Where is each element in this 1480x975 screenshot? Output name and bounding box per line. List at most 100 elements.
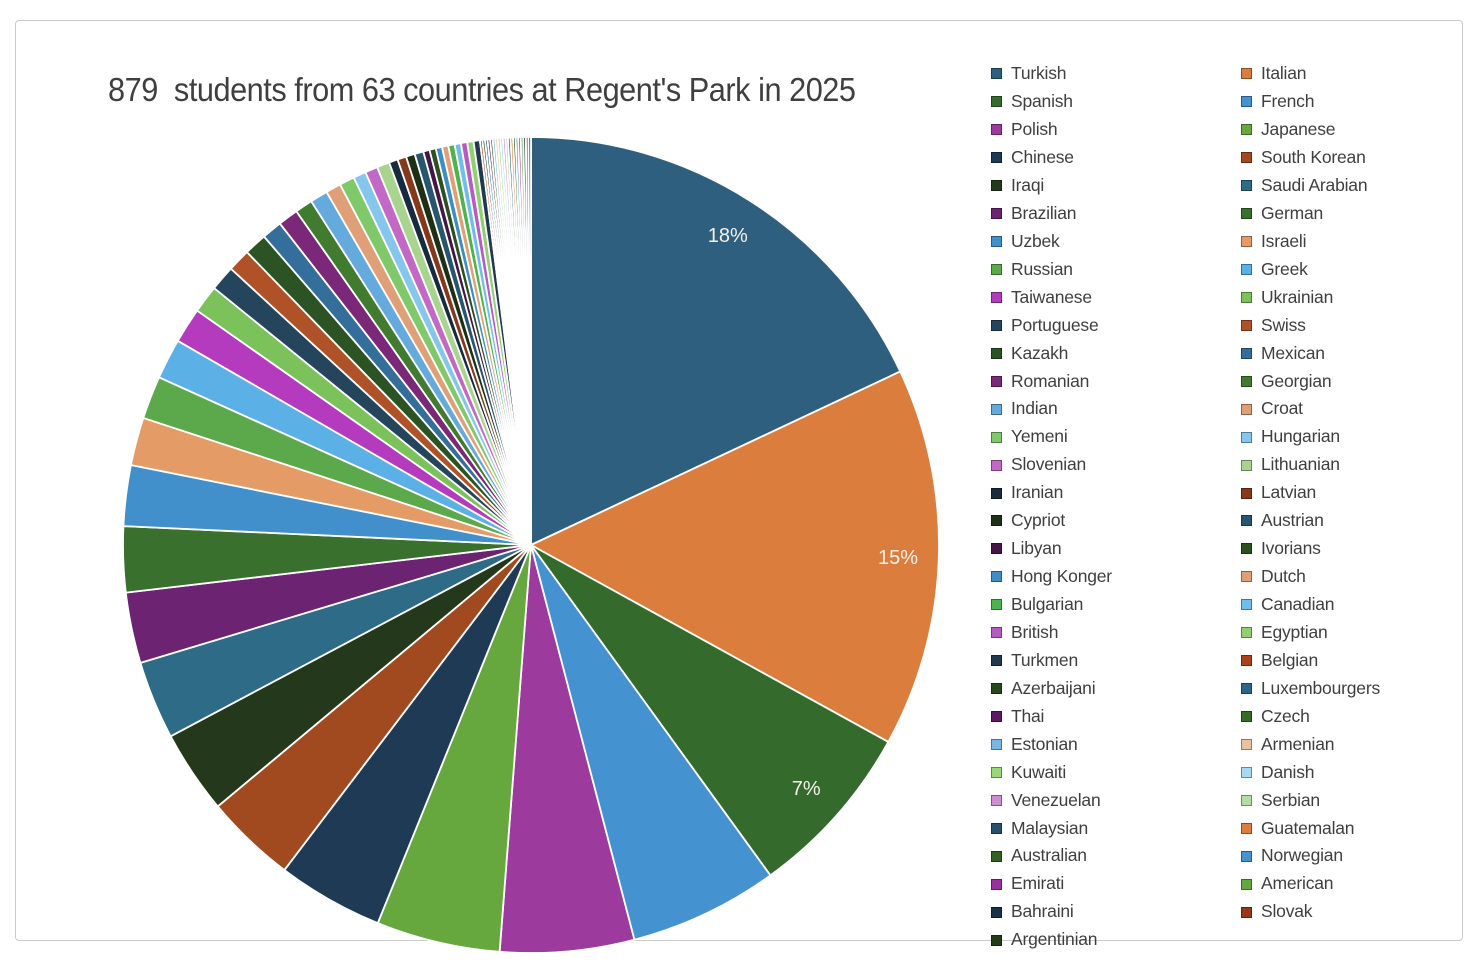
pie-slice xyxy=(530,370,940,743)
legend-swatch xyxy=(1241,487,1252,499)
pie-chart: 18% 15% 7% xyxy=(122,136,940,954)
legend-swatch xyxy=(1241,683,1252,695)
legend-label: Turkish xyxy=(1011,63,1067,84)
pie-slice xyxy=(530,136,902,546)
legend-item: Belgian xyxy=(1241,647,1480,675)
legend-label: Luxembourgers xyxy=(1261,677,1380,698)
legend-item: Spanish xyxy=(991,88,1241,116)
legend-swatch xyxy=(1241,68,1252,80)
legend-item: Italian xyxy=(1241,60,1480,88)
legend-swatch xyxy=(991,683,1002,695)
legend-label: Georgian xyxy=(1261,370,1332,391)
legend-label: Kazakh xyxy=(1011,342,1069,363)
legend-swatch xyxy=(991,459,1002,471)
legend-label: Slovak xyxy=(1261,901,1313,922)
legend-label: Czech xyxy=(1261,705,1310,726)
legend-item: Ukrainian xyxy=(1241,284,1480,312)
legend-label: Russian xyxy=(1011,258,1073,279)
legend-swatch xyxy=(1241,878,1252,890)
legend-label: Hungarian xyxy=(1261,426,1340,447)
legend-label: Bulgarian xyxy=(1011,594,1084,615)
legend-swatch xyxy=(1241,543,1252,555)
legend-swatch xyxy=(1241,655,1252,667)
legend-item: Bulgarian xyxy=(991,591,1241,619)
legend-item: Chinese xyxy=(991,144,1241,172)
legend-item: Greek xyxy=(1241,256,1480,284)
legend-swatch xyxy=(991,711,1002,723)
legend-label: Egyptian xyxy=(1261,621,1328,642)
legend-item: Romanian xyxy=(991,367,1241,395)
legend-swatch xyxy=(1241,124,1252,136)
legend-label: Ukrainian xyxy=(1261,286,1334,307)
legend-item: Lithuanian xyxy=(1241,451,1480,479)
legend-item: Argentinian xyxy=(991,926,1241,954)
legend-swatch xyxy=(1241,347,1252,359)
legend-item: Bahraini xyxy=(991,898,1241,926)
legend-label: Croat xyxy=(1261,398,1303,419)
legend-label: Venezuelan xyxy=(1011,789,1101,810)
legend-swatch xyxy=(991,794,1002,806)
legend-swatch xyxy=(1241,906,1252,918)
legend-swatch xyxy=(991,347,1002,359)
legend-item: Emirati xyxy=(991,870,1241,898)
legend-label: Cypriot xyxy=(1011,510,1066,531)
legend-label: British xyxy=(1011,621,1059,642)
legend-item: Turkmen xyxy=(991,647,1241,675)
legend-item: Australian xyxy=(991,842,1241,870)
legend-swatch xyxy=(991,543,1002,555)
legend-item: French xyxy=(1241,88,1480,116)
legend-label: Polish xyxy=(1011,119,1058,140)
legend-swatch xyxy=(991,906,1002,918)
legend-swatch xyxy=(1241,319,1252,331)
legend-label: Libyan xyxy=(1011,538,1062,559)
legend-item: Guatemalan xyxy=(1241,814,1480,842)
legend-swatch xyxy=(1241,766,1252,778)
legend-swatch xyxy=(991,208,1002,220)
legend-label: Lithuanian xyxy=(1261,454,1340,475)
legend-swatch xyxy=(1241,152,1252,164)
legend-label: Uzbek xyxy=(1011,230,1060,251)
legend-item: Austrian xyxy=(1241,507,1480,535)
legend-swatch xyxy=(991,291,1002,303)
legend-item: Taiwanese xyxy=(991,284,1241,312)
legend-swatch xyxy=(1241,180,1252,192)
legend-label: Serbian xyxy=(1261,789,1320,810)
legend-swatch xyxy=(991,738,1002,750)
legend-swatch xyxy=(1241,208,1252,220)
legend-swatch xyxy=(1241,822,1252,834)
pie-slice xyxy=(530,544,772,941)
legend-item: Brazilian xyxy=(991,200,1241,228)
pie-slice xyxy=(530,544,890,877)
legend-swatch xyxy=(1241,236,1252,248)
legend-label: Austrian xyxy=(1261,510,1324,531)
legend-label: Chinese xyxy=(1011,147,1074,168)
legend-item: Dutch xyxy=(1241,563,1480,591)
legend-label: Emirati xyxy=(1011,873,1065,894)
legend-label: Danish xyxy=(1261,761,1315,782)
legend-swatch xyxy=(1241,431,1252,443)
legend: Turkish Italian Spanish French Polish Japanes… xyxy=(991,60,1480,954)
legend-label: Azerbaijani xyxy=(1011,677,1096,698)
legend-label: Belgian xyxy=(1261,649,1318,670)
legend-item: Danish xyxy=(1241,758,1480,786)
legend-label: Bahraini xyxy=(1011,901,1074,922)
legend-label: Mexican xyxy=(1261,342,1325,363)
legend-swatch xyxy=(991,822,1002,834)
legend-swatch xyxy=(991,319,1002,331)
legend-label: Japanese xyxy=(1261,119,1336,140)
legend-label: Taiwanese xyxy=(1011,286,1092,307)
legend-item: Indian xyxy=(991,395,1241,423)
legend-swatch xyxy=(991,124,1002,136)
legend-item: Thai xyxy=(991,703,1241,731)
legend-swatch xyxy=(991,152,1002,164)
legend-item: Kuwaiti xyxy=(991,758,1241,786)
legend-swatch xyxy=(1241,403,1252,415)
legend-item: Slovak xyxy=(1241,898,1480,926)
legend-swatch xyxy=(991,599,1002,611)
legend-item: Azerbaijani xyxy=(991,675,1241,703)
legend-swatch xyxy=(1241,375,1252,387)
legend-label: Canadian xyxy=(1261,594,1335,615)
legend-label: South Korean xyxy=(1261,147,1366,168)
legend-item: Egyptian xyxy=(1241,619,1480,647)
pie-slice xyxy=(498,544,636,954)
